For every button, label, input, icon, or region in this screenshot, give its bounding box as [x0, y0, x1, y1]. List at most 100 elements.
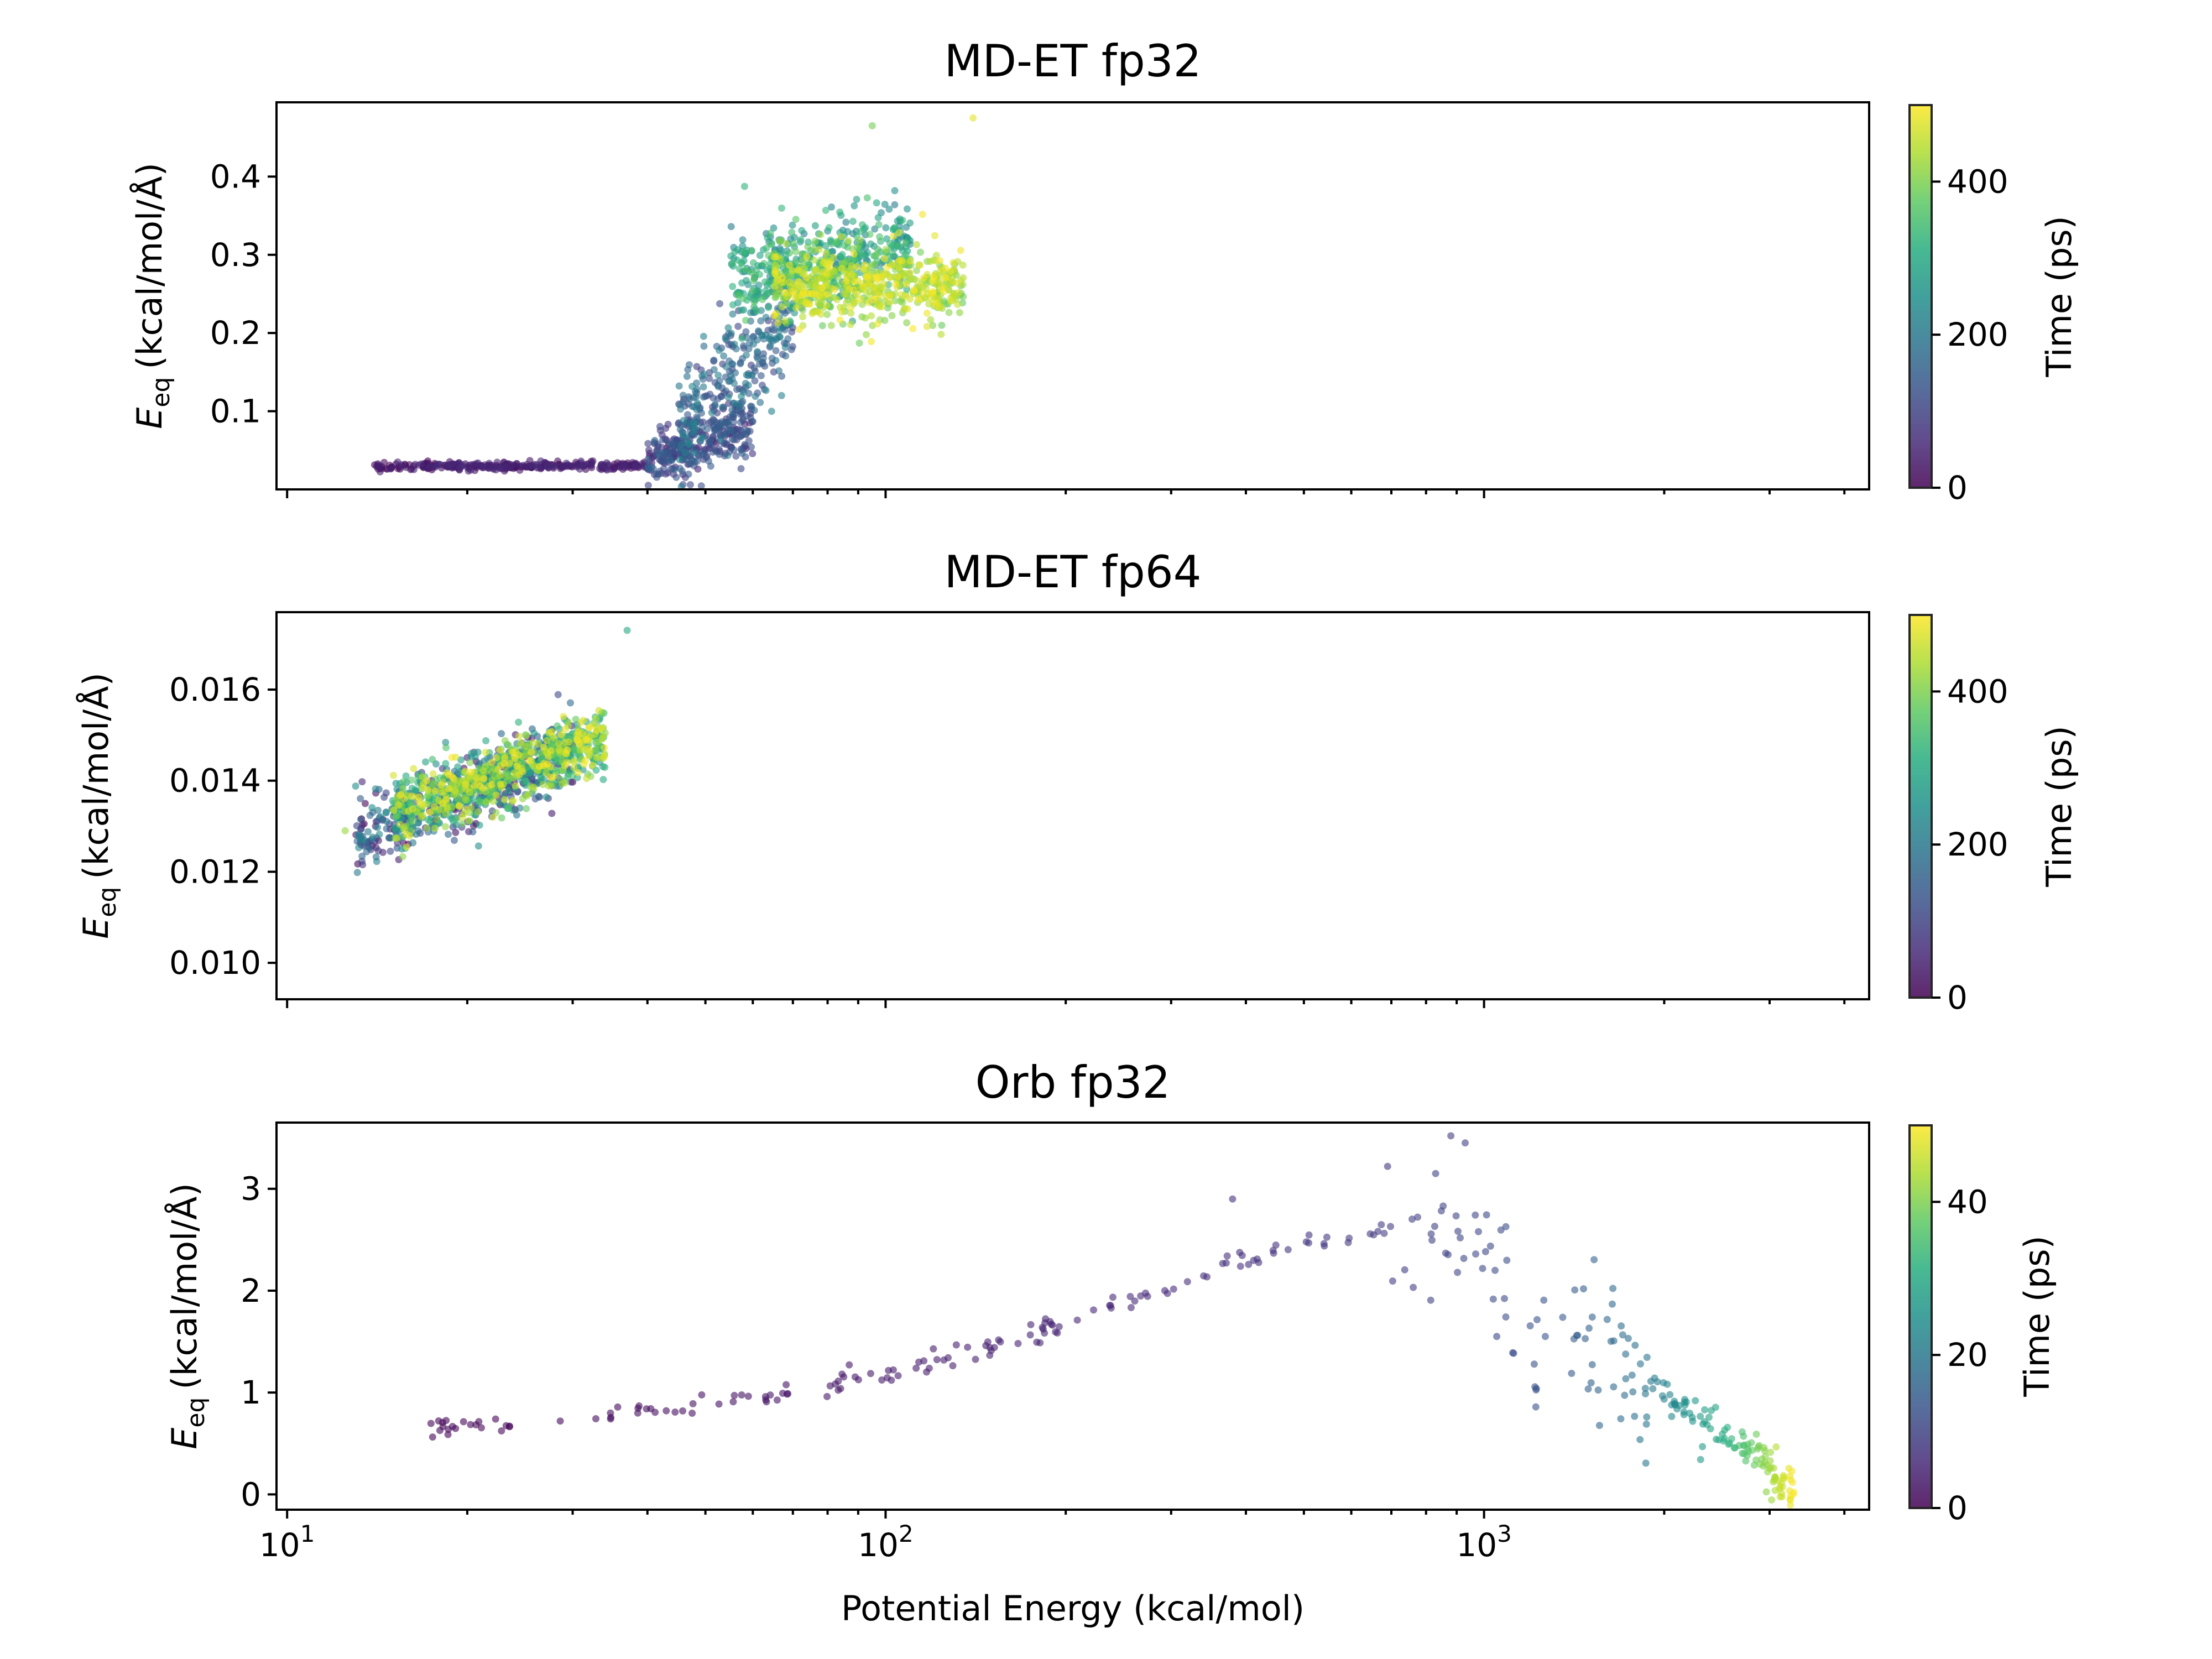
data-point: [852, 298, 859, 306]
data-point: [920, 274, 927, 281]
data-point: [509, 748, 517, 756]
data-point: [792, 258, 800, 266]
data-point: [492, 1415, 499, 1423]
data-point: [476, 797, 483, 805]
data-point: [836, 208, 844, 216]
data-point: [947, 268, 954, 275]
data-point: [1720, 1434, 1728, 1442]
x-ticks: [286, 999, 1846, 1008]
data-point: [942, 273, 950, 281]
data-point: [1642, 1420, 1650, 1428]
data-point: [1323, 1233, 1331, 1241]
data-point: [1127, 1304, 1135, 1311]
data-point: [891, 201, 899, 208]
data-point: [1460, 1255, 1468, 1262]
data-point: [738, 259, 745, 267]
data-point: [474, 748, 482, 756]
data-point: [1761, 1453, 1769, 1460]
data-point: [828, 203, 835, 211]
data-point: [393, 834, 401, 842]
data-point: [1041, 1329, 1048, 1337]
data-point: [1491, 1266, 1499, 1274]
data-point: [1582, 1335, 1589, 1343]
data-point: [1680, 1411, 1688, 1418]
data-point: [358, 857, 366, 865]
data-point: [767, 241, 775, 248]
data-point: [733, 385, 740, 393]
y-axis-label: Eeq(kcal/mol/Å): [129, 163, 175, 429]
data-point: [1501, 1295, 1508, 1302]
data-point: [444, 1431, 452, 1438]
data-point: [823, 1392, 831, 1400]
data-point: [710, 366, 718, 373]
data-point: [955, 289, 963, 296]
data-point: [352, 782, 359, 790]
data-point: [957, 247, 964, 254]
data-point: [1788, 1479, 1796, 1486]
data-point: [756, 252, 764, 259]
x-axis-label: Potential Energy (kcal/mol): [841, 1588, 1305, 1629]
data-point: [776, 237, 784, 244]
data-point: [585, 745, 592, 753]
data-point: [1109, 1293, 1117, 1301]
data-point: [537, 457, 545, 465]
data-point: [863, 194, 871, 202]
data-point: [906, 219, 914, 227]
data-point: [554, 722, 561, 730]
data-point: [442, 795, 450, 803]
data-point: [1530, 1360, 1538, 1368]
data-point: [679, 432, 687, 440]
data-point: [470, 781, 478, 789]
data-point: [410, 765, 418, 773]
data-point: [357, 795, 364, 802]
data-point: [1222, 1259, 1230, 1267]
data-point: [1629, 1388, 1637, 1396]
data-point: [743, 371, 750, 379]
data-point: [716, 347, 723, 354]
data-point: [792, 304, 800, 312]
data-point: [524, 790, 532, 798]
data-point: [950, 259, 957, 267]
data-point: [959, 261, 967, 269]
data-point: [644, 465, 652, 472]
data-point: [516, 804, 524, 812]
data-point: [919, 289, 927, 297]
data-point: [408, 785, 416, 792]
data-point: [684, 411, 691, 419]
data-point: [426, 808, 434, 816]
data-point: [797, 236, 805, 243]
data-point: [731, 1391, 738, 1399]
data-point: [666, 456, 674, 464]
y-tick-label: 1: [241, 1374, 261, 1411]
data-point: [1493, 1333, 1501, 1340]
data-point: [466, 759, 474, 766]
data-point: [542, 793, 550, 801]
data-point: [1707, 1425, 1714, 1433]
data-point: [506, 759, 513, 767]
data-point: [462, 786, 470, 794]
data-point: [836, 316, 844, 324]
y-tick-label: 0.012: [169, 853, 261, 890]
data-point: [679, 467, 686, 475]
data-point: [1767, 1448, 1775, 1456]
data-point: [1617, 1415, 1625, 1423]
data-point: [1183, 1278, 1191, 1286]
data-point: [778, 204, 785, 212]
data-point: [789, 288, 796, 295]
data-point: [455, 802, 463, 809]
data-point: [681, 448, 689, 456]
data-point: [583, 775, 591, 782]
data-point: [1481, 1248, 1489, 1255]
data-point: [410, 466, 418, 473]
data-point: [882, 224, 890, 232]
data-point: [840, 1373, 848, 1381]
data-point: [691, 423, 698, 430]
data-point: [493, 754, 500, 761]
data-point: [540, 743, 547, 751]
data-point: [744, 1392, 752, 1400]
y-tick-label: 0.010: [169, 944, 261, 982]
data-point: [429, 770, 437, 778]
data-point: [926, 258, 934, 265]
data-point: [1699, 1443, 1707, 1451]
